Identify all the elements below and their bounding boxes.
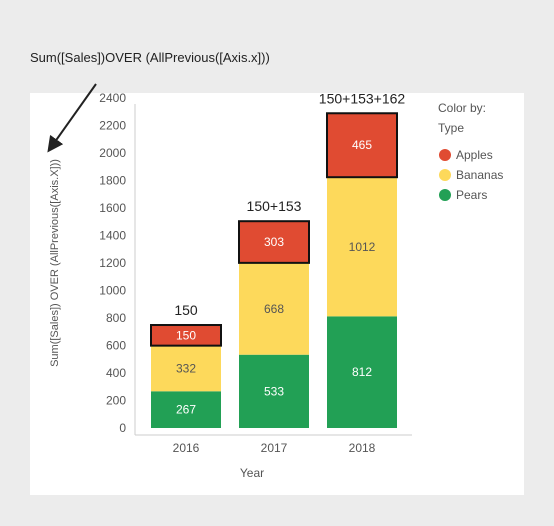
bar-segment-pears[interactable] [327, 316, 397, 428]
bar-value-label: 332 [176, 361, 196, 375]
y-tick-label: 1200 [99, 256, 126, 270]
y-tick-label: 2000 [99, 146, 126, 160]
legend-swatch-pears[interactable] [439, 189, 451, 201]
y-tick-label: 200 [106, 394, 126, 408]
bar-group: 267 332 150 150 2016 533 668 303 150+153 2017 812 1… [150, 90, 406, 455]
y-tick-label: 1400 [99, 229, 126, 243]
formula-annotation: Sum([Sales])OVER (AllPrevious([Axis.x])) [30, 50, 270, 65]
x-axis-title: Year [240, 466, 264, 480]
y-tick-label: 0 [119, 421, 126, 435]
bar-segment-bananas[interactable] [327, 177, 397, 317]
bar-segment-apples[interactable] [326, 112, 398, 179]
bar-value-label: 267 [176, 403, 196, 417]
x-tick-label: 2018 [349, 441, 376, 455]
bar-value-label: 533 [264, 384, 284, 398]
bar-value-label: 150 [176, 328, 196, 342]
y-tick-label: 2400 [99, 91, 126, 105]
bar-top-label: 150 [174, 302, 198, 318]
y-tick-labels: 0 200 400 600 800 1000 1200 1400 1600 1800 2000 220… [99, 91, 126, 435]
bar-value-label: 1012 [349, 240, 376, 254]
y-tick-label: 600 [106, 339, 126, 353]
y-axis-title: Sum([Sales]) OVER (AllPrevious([Axis.X])… [49, 159, 61, 367]
bar-segment-pears[interactable] [239, 354, 309, 428]
bar-value-label: 812 [352, 365, 372, 379]
legend-swatch-bananas[interactable] [439, 169, 451, 181]
legend-label-apples[interactable]: Apples [456, 148, 493, 162]
bar-segment-bananas[interactable] [151, 345, 221, 392]
y-tick-label: 800 [106, 311, 126, 325]
y-tick-label: 1000 [99, 284, 126, 298]
legend-title-line2: Type [438, 121, 464, 135]
y-tick-label: 2200 [99, 119, 126, 133]
legend-label-bananas[interactable]: Bananas [456, 168, 503, 182]
bar-segment-apples[interactable] [238, 220, 310, 264]
y-tick-label: 1800 [99, 174, 126, 188]
bar-top-label: 150+153 [247, 198, 302, 214]
bar-value-label: 465 [352, 138, 372, 152]
bar-segment-apples[interactable] [150, 324, 222, 347]
bar-segment-pears[interactable] [151, 391, 221, 428]
bar-value-label: 303 [264, 235, 284, 249]
y-tick-label: 400 [106, 366, 126, 380]
bar-top-label: 150+153+162 [319, 90, 406, 106]
y-tick-label: 1600 [99, 201, 126, 215]
bar-segment-bananas[interactable] [239, 262, 309, 355]
x-tick-label: 2016 [173, 441, 200, 455]
x-tick-label: 2017 [261, 441, 288, 455]
legend-label-pears[interactable]: Pears [456, 188, 487, 202]
annotation-arrow [47, 83, 97, 153]
legend-items: Apples Bananas Pears [439, 148, 503, 202]
bar-value-label: 668 [264, 302, 284, 316]
legend-title-line1: Color by: [438, 101, 486, 115]
legend-swatch-apples[interactable] [439, 149, 451, 161]
